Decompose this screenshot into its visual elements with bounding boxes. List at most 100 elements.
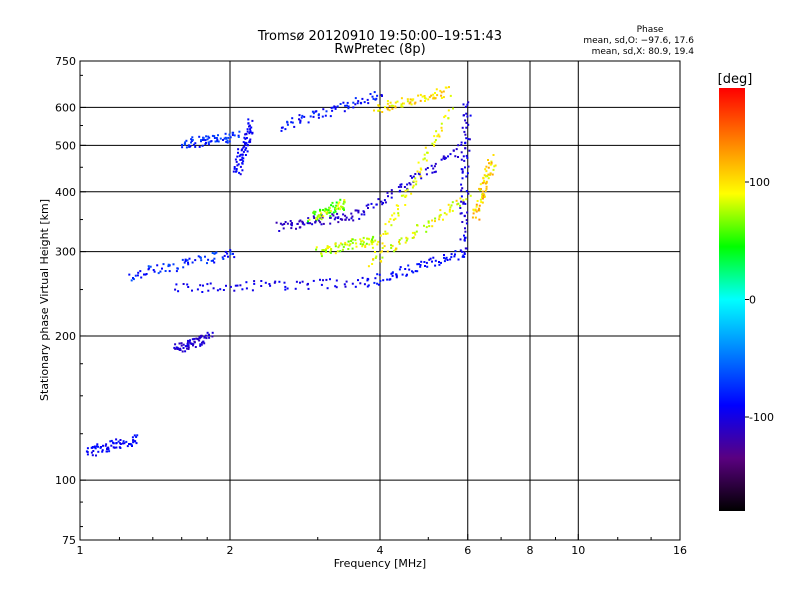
data-point	[419, 175, 422, 178]
data-point	[201, 144, 204, 147]
data-point	[373, 109, 375, 112]
data-point	[460, 158, 463, 161]
data-point	[397, 204, 400, 207]
data-point	[147, 265, 150, 268]
data-point	[231, 134, 234, 136]
data-point	[337, 207, 340, 210]
data-point	[388, 109, 391, 112]
data-point	[438, 135, 441, 138]
data-point	[329, 115, 332, 118]
data-point	[434, 92, 436, 94]
data-point	[328, 207, 331, 210]
data-point	[187, 339, 189, 342]
data-point	[167, 265, 170, 268]
data-point	[467, 138, 470, 141]
data-point	[482, 194, 485, 197]
data-point	[342, 246, 345, 248]
data-point	[397, 186, 400, 188]
data-point	[467, 123, 470, 126]
data-point	[132, 277, 134, 279]
data-point	[481, 193, 484, 196]
data-point	[371, 239, 374, 242]
data-point	[147, 268, 150, 271]
data-point	[196, 288, 199, 291]
data-point	[370, 240, 373, 243]
data-point	[191, 338, 194, 341]
data-point	[352, 106, 355, 109]
data-point	[381, 247, 384, 249]
data-point	[235, 160, 238, 163]
data-point	[487, 159, 489, 161]
data-point	[403, 186, 406, 188]
data-point	[460, 141, 463, 144]
data-point	[397, 212, 400, 215]
data-point	[325, 212, 328, 215]
data-point	[334, 210, 337, 213]
data-point	[465, 112, 468, 115]
data-point	[286, 120, 289, 123]
data-point	[214, 140, 217, 143]
data-point	[429, 257, 432, 260]
data-point	[433, 165, 436, 168]
data-point	[438, 261, 440, 263]
data-point	[457, 144, 460, 147]
data-point	[320, 212, 323, 215]
data-point	[343, 209, 345, 211]
data-point	[206, 262, 208, 265]
data-point	[355, 245, 358, 248]
y-tick-label: 100	[55, 474, 76, 487]
data-point	[322, 108, 325, 111]
data-point	[474, 216, 477, 219]
data-point	[242, 141, 245, 144]
data-point	[414, 173, 417, 175]
colorbar	[719, 88, 745, 511]
data-point	[432, 167, 435, 170]
data-point	[384, 201, 387, 204]
data-point	[468, 138, 471, 141]
data-point	[204, 334, 207, 337]
data-point	[487, 177, 490, 180]
data-point	[485, 180, 488, 183]
data-point	[405, 236, 408, 239]
data-point	[321, 216, 324, 219]
data-point	[242, 157, 245, 160]
data-point	[197, 255, 200, 258]
data-point	[180, 342, 183, 345]
data-point	[354, 209, 357, 212]
data-point	[344, 241, 347, 244]
data-point	[426, 151, 429, 154]
data-point	[424, 265, 426, 267]
data-point	[296, 223, 299, 225]
data-point	[207, 334, 210, 337]
data-point	[236, 164, 239, 167]
data-point	[341, 206, 344, 209]
data-point	[196, 337, 199, 340]
data-point	[323, 210, 326, 213]
data-point	[233, 167, 236, 170]
data-point	[314, 221, 317, 224]
data-point	[478, 187, 481, 190]
data-point	[483, 193, 486, 196]
data-point	[477, 209, 480, 212]
data-point	[450, 204, 453, 207]
data-point	[247, 122, 250, 125]
data-point	[383, 245, 386, 248]
data-point	[281, 223, 284, 226]
data-point	[426, 167, 429, 169]
data-point	[184, 143, 186, 146]
data-point	[186, 341, 189, 344]
data-point	[455, 199, 458, 202]
data-point	[226, 252, 229, 255]
data-point	[404, 189, 407, 192]
data-point	[395, 276, 398, 279]
data-point	[465, 219, 468, 222]
data-point	[186, 259, 189, 262]
data-point	[390, 192, 393, 195]
data-point	[298, 114, 301, 117]
data-point	[299, 226, 302, 229]
data-point	[367, 203, 370, 206]
data-point	[361, 239, 364, 242]
data-point	[207, 289, 210, 292]
data-point	[365, 242, 368, 245]
data-point	[104, 444, 107, 447]
